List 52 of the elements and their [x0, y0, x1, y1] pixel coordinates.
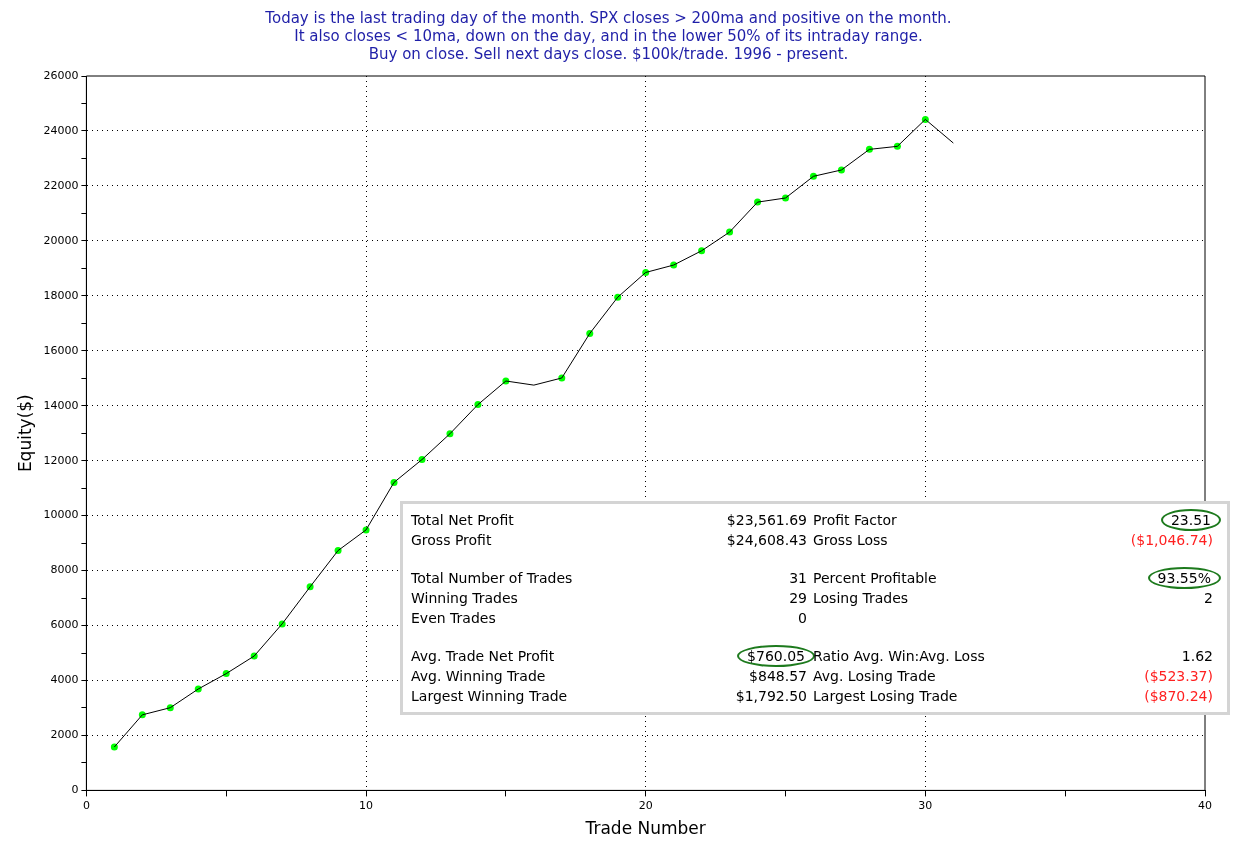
oval-outline: $760.05	[737, 645, 815, 667]
y-tick-label: 22000	[43, 178, 79, 192]
y-tick-label: 24000	[43, 123, 79, 137]
y-tick-label: 2000	[50, 728, 79, 742]
oval-outline: 93.55%	[1147, 567, 1221, 589]
annotation: ($870.24)	[1144, 688, 1213, 704]
annotation: Profit Factor	[813, 512, 897, 528]
x-axis-title: Trade Number	[584, 818, 706, 839]
annotation: Largest Winning Trade	[411, 688, 568, 704]
y-tick-label: 16000	[43, 343, 79, 357]
y-tick-label: 0	[71, 783, 79, 797]
y-tick-label: 14000	[43, 398, 79, 412]
annotation: Losing Trades	[813, 590, 909, 606]
annotation: Percent Profitable	[813, 570, 937, 586]
annotation: $24,608.43	[726, 532, 807, 548]
annotation: Avg. Losing Trade	[813, 668, 936, 684]
y-tick-label: 18000	[43, 288, 79, 302]
annotation: 1.62	[1181, 648, 1213, 664]
oval-outline: 23.51	[1160, 509, 1221, 531]
y-tick-label: 6000	[50, 618, 79, 632]
chart-title: Today is the last trading day of the month. SPX closes > 200ma and positive on the month. It also closes < 10ma, down on the day, and in the lower 50% of its intraday range. Buy on close. Sell next days close. $100k/trade. 1996 - present.	[264, 8, 952, 63]
x-tick-label: 40	[1198, 798, 1212, 812]
annotation: 2	[1204, 590, 1213, 606]
annotation: Avg. Winning Trade	[411, 668, 546, 684]
annotation: Gross Loss	[813, 532, 888, 548]
annotation: 29	[789, 590, 807, 606]
y-tick-label: 12000	[43, 453, 79, 467]
annotation: Total Net Profit	[411, 512, 514, 528]
annotation: Largest Losing Trade	[813, 688, 958, 704]
y-tick-label: 4000	[50, 673, 79, 687]
annotation: $1,792.50	[735, 688, 807, 704]
y-axis-title: Equity($)	[14, 394, 35, 473]
annotation: $23,561.69	[726, 512, 807, 528]
annotation: Gross Profit	[411, 532, 492, 548]
y-tick-label: 8000	[50, 563, 79, 577]
annotation: Winning Trades	[411, 590, 518, 606]
annotation: 31	[789, 570, 807, 586]
x-tick-label: 0	[82, 798, 90, 812]
annotation: $848.57	[749, 668, 807, 684]
x-tick-label: 30	[918, 798, 933, 812]
annotation: 0	[798, 610, 807, 626]
y-tick-label: 20000	[43, 233, 79, 247]
annotation: ($1,046.74)	[1130, 532, 1213, 548]
annotation: ($523.37)	[1144, 668, 1213, 684]
annotation: Ratio Avg. Win:Avg. Loss	[813, 648, 985, 664]
y-tick-label: 10000	[43, 508, 79, 522]
annotation: Avg. Trade Net Profit	[411, 648, 555, 664]
x-tick-label: 10	[359, 798, 374, 812]
annotation: Even Trades	[411, 610, 496, 626]
x-tick-label: 20	[638, 798, 653, 812]
y-tick-label: 26000	[43, 68, 79, 82]
annotation: Total Number of Trades	[411, 570, 573, 586]
